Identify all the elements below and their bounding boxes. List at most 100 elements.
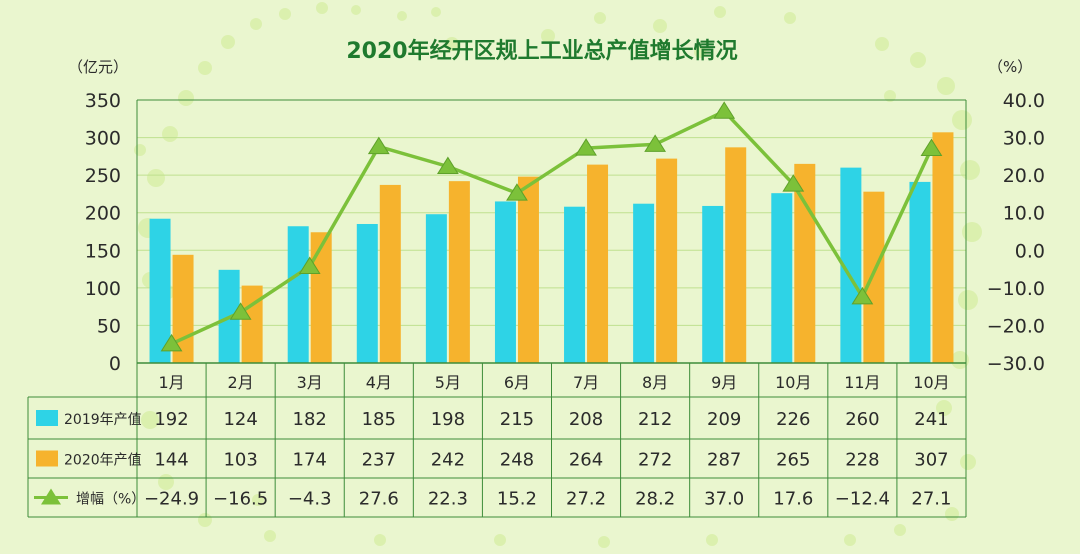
table-cell: 248: [500, 450, 534, 471]
growth-marker: [644, 134, 667, 152]
right-tick-label: −10.0: [987, 278, 1045, 300]
decor-dot: [279, 8, 291, 20]
left-axis-unit: （亿元）: [68, 58, 128, 76]
decor-dot: [937, 77, 955, 95]
decor-dot: [221, 35, 235, 49]
decor-dot: [374, 534, 386, 546]
decor-dot: [351, 5, 361, 15]
bar-2019: [633, 203, 655, 363]
right-tick-label: −30.0: [987, 353, 1045, 375]
decor-dot: [706, 534, 718, 546]
table-cell: −4.3: [288, 489, 332, 510]
bar-2020: [725, 147, 747, 363]
bar-2019: [356, 223, 378, 363]
category-label: 6月: [504, 373, 530, 392]
table-cell: 208: [569, 409, 603, 430]
decor-dot: [936, 400, 952, 416]
table-cell: 27.1: [911, 489, 951, 510]
bar-2020: [587, 164, 609, 363]
left-tick-label: 50: [97, 315, 121, 337]
category-label: 5月: [435, 373, 461, 392]
growth-marker: [851, 286, 874, 305]
table-cell: 103: [223, 450, 257, 471]
category-label: 8月: [642, 373, 668, 392]
decor-dot: [951, 351, 969, 369]
decor-dot: [594, 12, 606, 24]
right-tick-label: 10.0: [1003, 203, 1045, 225]
right-tick-label: 0.0: [1015, 240, 1045, 262]
table-cell: 237: [362, 450, 396, 471]
table-cell: 144: [154, 450, 188, 471]
category-label: 7月: [573, 373, 599, 392]
bar-2020: [932, 132, 954, 363]
left-tick-label: 300: [85, 128, 121, 150]
bar-2019: [702, 205, 724, 363]
decor-dot: [252, 494, 264, 506]
growth-line: [170, 109, 934, 346]
decor-dot: [714, 6, 726, 18]
bar-2019: [909, 181, 931, 363]
legend-label: 2020年产值: [64, 453, 142, 469]
category-label: 4月: [366, 373, 392, 392]
category-label: 1月: [158, 373, 184, 392]
decor-dot: [958, 290, 978, 310]
left-tick-label: 0: [109, 353, 121, 375]
decor-dot: [264, 530, 276, 542]
table-cell: 185: [362, 409, 396, 430]
table-cell: 192: [154, 409, 188, 430]
bar-series: [137, 132, 966, 364]
table-cell: 209: [707, 409, 741, 430]
growth-marker: [298, 256, 321, 274]
decor-dot: [494, 534, 506, 546]
right-tick-label: 40.0: [1003, 90, 1045, 112]
table-cell: 22.3: [428, 489, 468, 510]
growth-marker: [229, 302, 252, 320]
decor-dot: [960, 454, 976, 470]
table-cell: 226: [776, 409, 810, 430]
decor-dot: [250, 18, 262, 30]
table-cell: 27.6: [359, 489, 399, 510]
growth-line-series: [160, 101, 943, 352]
category-label: 2月: [228, 373, 254, 392]
table-cell: 260: [845, 409, 879, 430]
decor-dot: [141, 411, 159, 429]
bar-2019: [149, 218, 171, 363]
decor-dot: [397, 11, 407, 21]
bar-2019: [564, 206, 586, 363]
growth-marker: [575, 138, 597, 156]
growth-marker: [367, 136, 390, 155]
growth-marker: [506, 183, 528, 201]
growth-marker: [920, 138, 943, 156]
bar-2019: [287, 226, 309, 363]
bar-2020: [656, 158, 678, 363]
category-label: 10月: [913, 373, 949, 392]
decor-dot: [844, 534, 856, 546]
growth-marker: [713, 101, 736, 119]
table-cell: 307: [914, 450, 948, 471]
right-tick-label: 30.0: [1003, 128, 1045, 150]
data-table: 1月 2月 3月 4月 5月 6月 7月 8月 9月 10月 11月 10月 2019年产值 192 124…: [27, 362, 967, 518]
decor-dot: [952, 110, 972, 130]
right-axis-unit: （%）: [988, 58, 1032, 76]
background-dots: [134, 2, 982, 548]
category-label: 11月: [844, 373, 880, 392]
decor-dot: [960, 160, 980, 180]
decor-dot: [541, 29, 555, 43]
bar-2020: [517, 176, 539, 363]
growth-marker: [782, 174, 805, 192]
decor-dot: [875, 37, 889, 51]
left-tick-label: 250: [85, 165, 121, 187]
left-tick-label: 200: [85, 203, 121, 225]
bar-2020: [310, 232, 332, 363]
legend-swatch: [36, 410, 58, 426]
table-cell: 272: [638, 450, 672, 471]
table-cell: 182: [293, 409, 327, 430]
decor-dot: [316, 2, 328, 14]
table-cell: 241: [914, 409, 948, 430]
decor-dot: [445, 37, 459, 51]
table-cell: 198: [431, 409, 465, 430]
decor-dot: [134, 144, 146, 156]
bar-2019: [771, 193, 793, 363]
bar-2019: [425, 214, 447, 363]
